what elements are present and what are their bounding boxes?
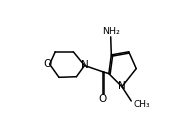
Text: CH₃: CH₃ (133, 100, 150, 109)
Text: O: O (99, 94, 107, 104)
Text: O: O (44, 59, 52, 69)
Text: N: N (81, 60, 89, 70)
Text: NH₂: NH₂ (102, 27, 120, 36)
Text: N: N (118, 81, 126, 91)
